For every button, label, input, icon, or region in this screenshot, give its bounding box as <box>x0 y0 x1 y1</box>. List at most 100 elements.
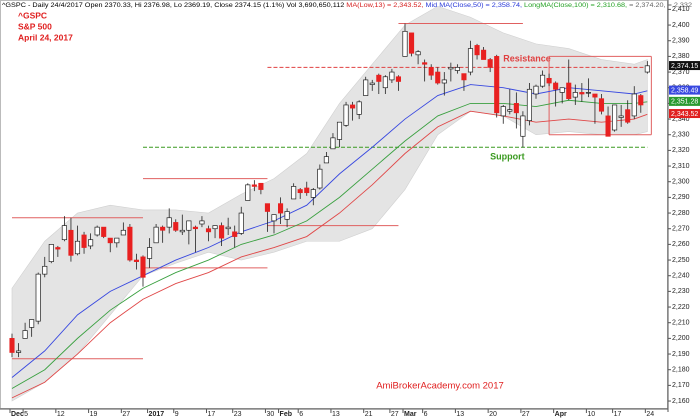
candle-body <box>435 71 441 84</box>
candle-body <box>376 74 382 82</box>
y-tick-label: 2,290 <box>672 194 690 201</box>
candle-body <box>284 211 290 220</box>
level-label: Support <box>490 152 525 162</box>
candle-body <box>605 115 611 137</box>
candle-body <box>245 184 251 201</box>
header-part: MA(Low,13) = 2,343.52, <box>346 3 425 9</box>
candle-body <box>618 115 624 118</box>
y-tick-label: 2,180 <box>672 367 690 374</box>
candle-body <box>278 203 284 214</box>
candle-body <box>474 45 480 56</box>
y-tick-label: 2,330 <box>672 132 690 139</box>
candle-body <box>422 62 428 65</box>
candle-body <box>402 30 408 57</box>
x-tick-label: Dec <box>11 411 24 418</box>
candle-body <box>363 79 369 96</box>
candle-body <box>323 156 329 164</box>
candle-body <box>612 104 618 131</box>
y-tick-label: 2,250 <box>672 257 690 264</box>
y-tick-label: 2,230 <box>672 288 690 295</box>
y-tick-label: 2,160 <box>672 398 690 405</box>
x-tick-label: 5 <box>24 411 28 418</box>
symbol-label: April 24, 2017 <box>18 32 73 42</box>
x-tick-label: 30 <box>266 411 274 418</box>
x-tick-label: 13 <box>332 411 340 418</box>
y-tick-label: 2,170 <box>672 382 690 389</box>
candle-body <box>55 247 61 250</box>
candle-body <box>81 234 87 248</box>
x-tick-label: 27 <box>522 411 530 418</box>
candle-body <box>579 92 585 95</box>
y-tick-label: 2,340 <box>672 116 690 123</box>
candle-body <box>225 226 231 230</box>
y-tick-label: 2,310 <box>672 163 690 170</box>
candle-body <box>644 65 650 73</box>
x-tick-label: 6 <box>299 411 303 418</box>
y-tick-label: 2,240 <box>672 273 690 280</box>
x-tick-label: 6 <box>424 411 428 418</box>
candle-body <box>638 95 644 106</box>
candle-body <box>592 93 598 98</box>
y-tick-label: 2,300 <box>672 179 690 186</box>
x-tick-label: 13 <box>456 411 464 418</box>
candle-body <box>310 189 316 198</box>
x-tick-label: 23 <box>234 411 242 418</box>
candle-body <box>585 92 591 94</box>
x-tick-label: 2017 <box>149 411 165 418</box>
x-tick-label: Apr <box>555 411 567 418</box>
candle-body <box>559 87 565 93</box>
candle-body <box>415 51 421 56</box>
candle-body <box>461 73 467 81</box>
x-tick-label: 17 <box>614 411 622 418</box>
y-tick-label: 2,380 <box>672 53 690 60</box>
candle-body <box>219 225 225 239</box>
candle-body <box>9 338 15 353</box>
price-label-box <box>669 109 700 119</box>
candle-body <box>291 186 297 200</box>
watermark: AmiBrokerAcademy.com 2017 <box>376 381 504 392</box>
candle-body <box>133 259 140 262</box>
y-tick-label: 2,220 <box>672 304 690 311</box>
candle-body <box>114 237 120 244</box>
candle-body <box>212 225 218 230</box>
candle-body <box>467 48 474 73</box>
candle-body <box>395 76 402 82</box>
candle-body <box>238 212 244 234</box>
symbol-label: ^GSPC <box>18 10 47 20</box>
candle-body <box>507 109 513 112</box>
header: ^GSPC - Daily 24/4/2017 Open 2370.33, Hi… <box>2 3 693 9</box>
y-tick-label: 2,260 <box>672 241 690 248</box>
candle-body <box>304 187 310 194</box>
candle-body <box>166 217 172 228</box>
candle-body <box>61 225 67 241</box>
candle-body <box>441 79 447 84</box>
candle-body <box>42 265 48 275</box>
candle-body <box>356 101 362 115</box>
candle-body <box>389 71 395 81</box>
candle-body <box>500 106 506 117</box>
y-tick-label: 2,210 <box>672 320 690 327</box>
candle-body <box>271 214 277 222</box>
x-tick-label: 9 <box>175 411 179 418</box>
candle-body <box>205 228 212 233</box>
candle-body <box>140 256 146 278</box>
candle-body <box>192 226 198 230</box>
candle-body <box>520 115 526 137</box>
price-label: 2,374.15 <box>671 63 698 70</box>
candle-body <box>409 32 415 54</box>
x-tick-label: 10 <box>587 411 595 418</box>
candle-body <box>631 93 637 117</box>
candle-body <box>539 74 546 87</box>
candle-body <box>120 229 126 236</box>
candle-body <box>101 226 107 237</box>
candle-body <box>258 182 264 190</box>
x-tick-label: 21 <box>365 411 373 418</box>
price-label: 2,343.52 <box>671 111 698 118</box>
level-label: Resistance <box>503 54 551 64</box>
header-part: = 2,332 <box>668 3 693 9</box>
candle-body <box>494 56 500 114</box>
header-part: = 2,374.20, <box>629 3 668 9</box>
y-tick-label: 2,190 <box>672 351 690 358</box>
